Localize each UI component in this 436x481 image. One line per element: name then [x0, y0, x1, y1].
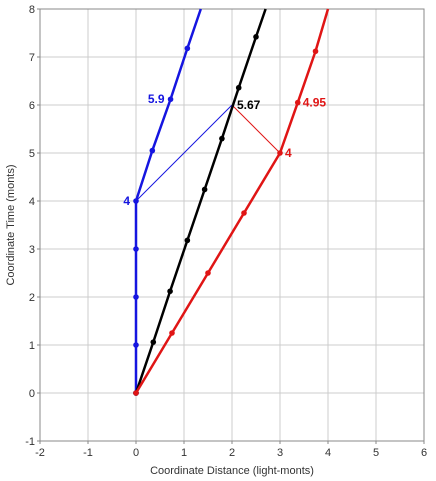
data-point — [150, 339, 157, 345]
x-tick-label: 2 — [229, 447, 235, 459]
x-tick-label: 0 — [133, 447, 139, 459]
x-tick-label: 3 — [277, 447, 283, 459]
series-blue — [133, 8, 202, 396]
data-point — [205, 270, 211, 276]
y-tick-label: 1 — [29, 340, 35, 352]
y-tick-label: 6 — [29, 100, 35, 112]
data-point — [312, 48, 319, 55]
connector-lines — [135, 104, 281, 202]
y-tick-label: 5 — [29, 148, 35, 160]
data-point — [133, 342, 139, 348]
data-point — [133, 294, 139, 300]
data-point — [133, 390, 139, 396]
data-point — [149, 147, 156, 154]
data-point — [219, 135, 225, 142]
annotation-label: 4.95 — [303, 96, 327, 110]
data-point — [167, 96, 174, 103]
data-point — [235, 84, 242, 91]
y-tick-label: 8 — [29, 4, 35, 16]
x-axis-title: Coordinate Distance (light-monts) — [150, 465, 314, 477]
x-tick-label: 6 — [421, 447, 427, 459]
annotation-label: 5.67 — [237, 98, 261, 112]
x-tick-label: 5 — [373, 447, 379, 459]
x-tick-label: -1 — [83, 447, 93, 459]
series-red — [133, 8, 330, 396]
y-tick-label: 0 — [29, 388, 35, 400]
data-point — [133, 198, 139, 204]
x-axis-ticks: -2 -1 0 1 2 3 4 5 6 — [35, 441, 427, 459]
x-tick-label: -2 — [35, 447, 45, 459]
data-point — [184, 45, 191, 52]
series-black — [133, 8, 267, 396]
y-tick-label: 2 — [29, 292, 35, 304]
connector-line — [135, 104, 233, 202]
data-point — [184, 237, 191, 244]
annotation-label: 5.9 — [148, 92, 165, 106]
annotation-label: 4 — [123, 194, 130, 208]
annotations: 5.9 4 5.67 4.95 4 — [123, 92, 326, 208]
data-point — [241, 210, 247, 216]
y-tick-label: 7 — [29, 52, 35, 64]
connector-line — [231, 104, 281, 154]
data-point — [253, 34, 259, 40]
data-point — [277, 150, 283, 156]
x-tick-label: 1 — [181, 447, 187, 459]
y-tick-label: 3 — [29, 244, 35, 256]
annotation-label: 4 — [285, 146, 292, 160]
data-point — [201, 186, 208, 193]
y-axis-title: Coordinate Time (monts) — [5, 164, 17, 285]
series-line-red — [134, 8, 330, 394]
data-point — [133, 246, 139, 252]
y-tick-label: -1 — [25, 436, 35, 448]
series-lines — [133, 8, 330, 396]
x-tick-label: 4 — [325, 447, 331, 459]
y-tick-label: 4 — [29, 196, 35, 208]
data-point — [167, 288, 173, 295]
data-point — [169, 330, 175, 336]
grid — [39, 8, 425, 442]
data-point — [294, 99, 301, 106]
y-axis-ticks: -1 0 1 2 3 4 5 6 7 8 — [25, 4, 40, 448]
